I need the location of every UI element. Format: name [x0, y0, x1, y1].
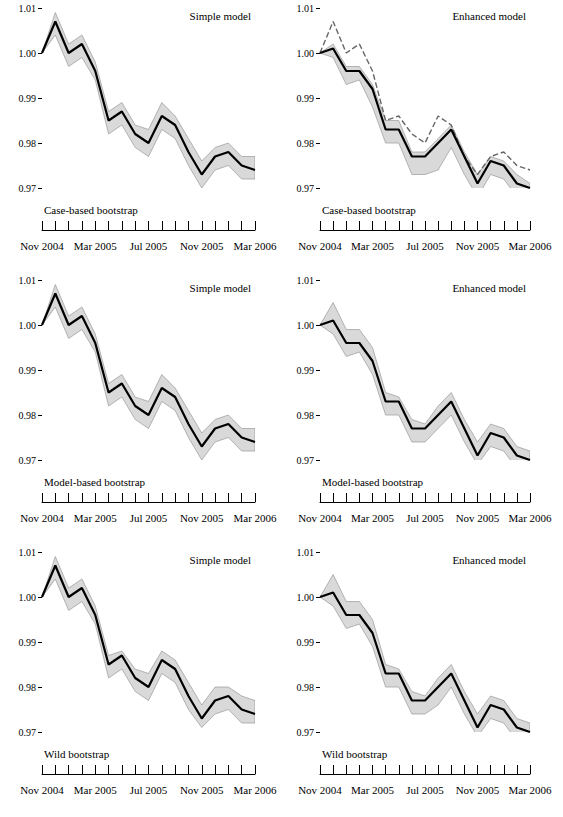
svg-text:Mar 2006: Mar 2006	[508, 512, 552, 524]
svg-text:1.00: 1.00	[297, 320, 315, 331]
svg-text:Nov 2005: Nov 2005	[180, 512, 224, 524]
svg-text:0.97: 0.97	[297, 455, 315, 466]
svg-text:Mar 2005: Mar 2005	[351, 512, 395, 524]
svg-text:Nov 2004: Nov 2004	[298, 784, 342, 796]
svg-text:Mar 2006: Mar 2006	[233, 240, 277, 252]
svg-text:1.00: 1.00	[19, 592, 37, 603]
svg-text:0.99: 0.99	[19, 637, 37, 648]
svg-text:0.97: 0.97	[297, 727, 315, 738]
svg-text:1.01: 1.01	[19, 547, 37, 558]
svg-text:1.00: 1.00	[19, 320, 37, 331]
svg-text:Jul 2005: Jul 2005	[406, 240, 444, 252]
svg-text:Case-based bootstrap: Case-based bootstrap	[322, 204, 416, 216]
svg-text:Nov 2004: Nov 2004	[298, 512, 342, 524]
svg-text:Mar 2005: Mar 2005	[74, 512, 118, 524]
svg-text:Model-based bootstrap: Model-based bootstrap	[322, 476, 424, 488]
svg-text:Mar 2006: Mar 2006	[508, 784, 552, 796]
svg-text:1.00: 1.00	[19, 48, 37, 59]
svg-text:Mar 2005: Mar 2005	[74, 784, 118, 796]
svg-text:Mar 2005: Mar 2005	[351, 240, 395, 252]
svg-text:0.99: 0.99	[297, 365, 315, 376]
svg-text:Enhanced model: Enhanced model	[452, 10, 526, 22]
svg-text:Wild bootstrap: Wild bootstrap	[44, 748, 110, 760]
svg-text:1.01: 1.01	[297, 547, 315, 558]
svg-text:0.97: 0.97	[297, 183, 315, 194]
svg-text:0.98: 0.98	[297, 138, 315, 149]
svg-text:0.99: 0.99	[297, 637, 315, 648]
svg-text:Jul 2005: Jul 2005	[130, 784, 168, 796]
svg-text:Nov 2004: Nov 2004	[20, 784, 64, 796]
svg-text:Mar 2006: Mar 2006	[233, 784, 277, 796]
svg-text:0.97: 0.97	[19, 455, 37, 466]
svg-text:Mar 2006: Mar 2006	[233, 512, 277, 524]
svg-text:0.99: 0.99	[297, 93, 315, 104]
svg-text:Jul 2005: Jul 2005	[406, 784, 444, 796]
svg-text:Nov 2005: Nov 2005	[456, 512, 500, 524]
svg-text:Enhanced model: Enhanced model	[452, 282, 526, 294]
svg-text:0.98: 0.98	[19, 682, 37, 693]
svg-text:Model-based bootstrap: Model-based bootstrap	[44, 476, 146, 488]
svg-text:Nov 2004: Nov 2004	[20, 240, 64, 252]
svg-text:Nov 2004: Nov 2004	[298, 240, 342, 252]
svg-text:1.01: 1.01	[297, 275, 315, 286]
svg-text:Jul 2005: Jul 2005	[130, 240, 168, 252]
svg-text:0.97: 0.97	[19, 183, 37, 194]
svg-text:Wild bootstrap: Wild bootstrap	[322, 748, 388, 760]
svg-text:Mar 2005: Mar 2005	[74, 240, 118, 252]
svg-text:Mar 2006: Mar 2006	[508, 240, 552, 252]
svg-text:Nov 2004: Nov 2004	[20, 512, 64, 524]
svg-text:Jul 2005: Jul 2005	[130, 512, 168, 524]
svg-text:Jul 2005: Jul 2005	[406, 512, 444, 524]
svg-text:0.97: 0.97	[19, 727, 37, 738]
svg-text:0.99: 0.99	[19, 93, 37, 104]
svg-text:1.00: 1.00	[297, 48, 315, 59]
svg-text:0.98: 0.98	[19, 138, 37, 149]
svg-text:0.98: 0.98	[297, 682, 315, 693]
svg-text:0.98: 0.98	[297, 410, 315, 421]
svg-text:Simple model: Simple model	[190, 282, 251, 294]
svg-text:1.01: 1.01	[19, 275, 37, 286]
svg-text:Nov 2005: Nov 2005	[456, 784, 500, 796]
svg-text:1.01: 1.01	[297, 3, 315, 14]
svg-text:Nov 2005: Nov 2005	[180, 240, 224, 252]
svg-text:Simple model: Simple model	[190, 554, 251, 566]
svg-text:Nov 2005: Nov 2005	[180, 784, 224, 796]
svg-text:Case-based bootstrap: Case-based bootstrap	[44, 204, 138, 216]
svg-text:0.99: 0.99	[19, 365, 37, 376]
svg-text:1.01: 1.01	[19, 3, 37, 14]
svg-text:1.00: 1.00	[297, 592, 315, 603]
svg-text:Enhanced model: Enhanced model	[452, 554, 526, 566]
svg-text:Nov 2005: Nov 2005	[456, 240, 500, 252]
svg-text:Mar 2005: Mar 2005	[351, 784, 395, 796]
svg-text:0.98: 0.98	[19, 410, 37, 421]
svg-text:Simple model: Simple model	[190, 10, 251, 22]
